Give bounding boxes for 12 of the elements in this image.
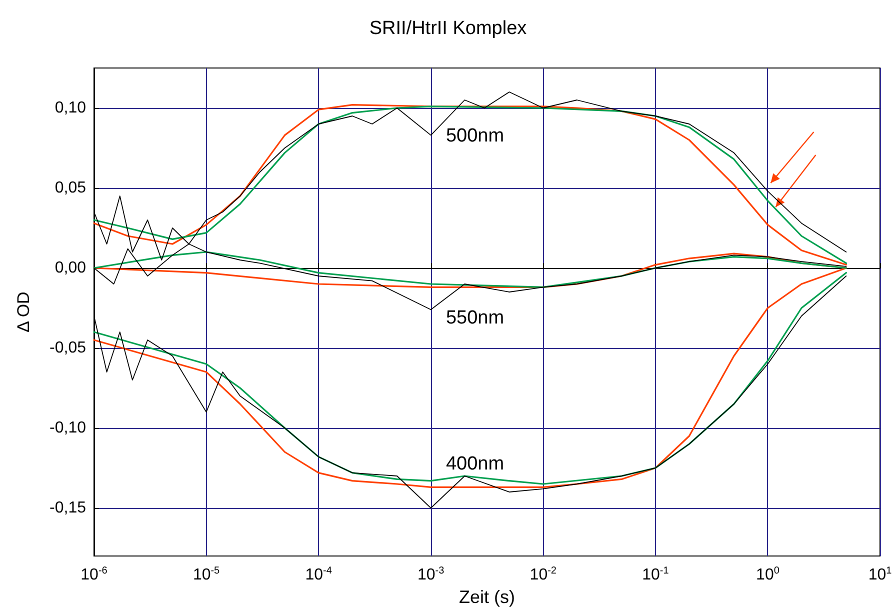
y-tick-label: 0,00 [54,260,86,276]
y-tick-label: -0,10 [50,420,86,436]
y-tick-label: 0,10 [54,100,86,116]
y-tick-label: -0,15 [50,500,86,516]
y-tick-label: -0,05 [50,340,86,356]
chart-title: SRII/HtrII Komplex [369,18,528,39]
annotation: 550nm [446,308,504,328]
x-axis-title: Zeit (s) [459,586,515,607]
y-axis-title: Δ OD [14,292,33,332]
y-tick-label: 0,05 [54,180,86,196]
annotation: 400nm [446,454,504,474]
annotation: 500nm [446,126,504,146]
